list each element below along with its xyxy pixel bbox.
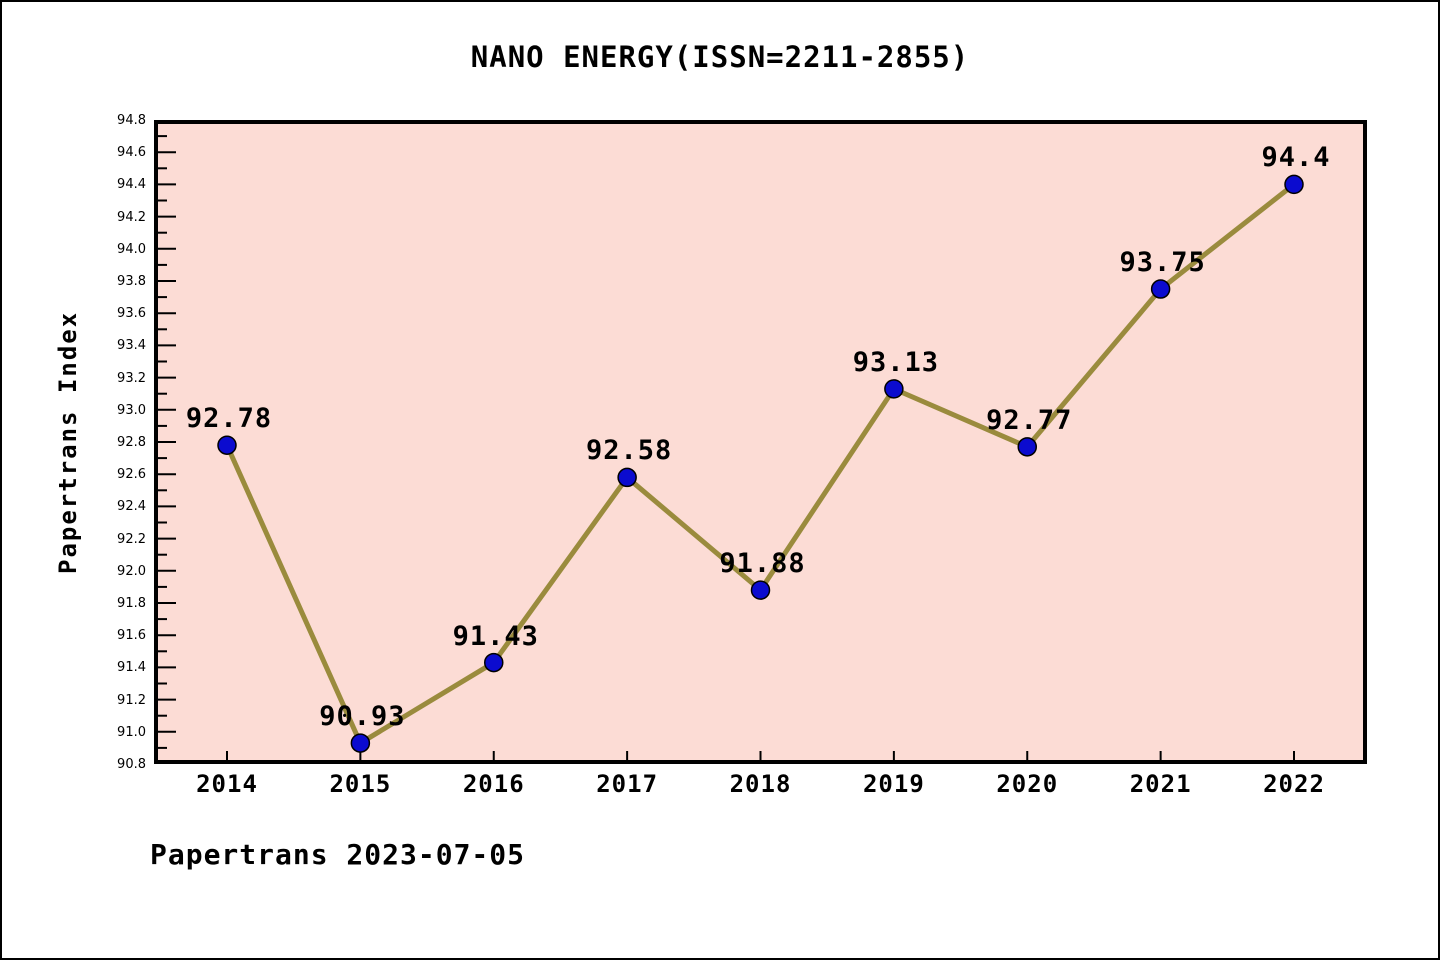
x-tick-label: 2014 [196, 770, 258, 798]
data-point-marker [1150, 279, 1171, 299]
data-point-value-label: 93.13 [852, 346, 940, 378]
y-tick-label: 94.2 [117, 209, 146, 225]
y-tick-label: 91.2 [117, 692, 146, 708]
y-tick-label: 93.8 [117, 274, 146, 289]
y-tick-label: 94.4 [117, 177, 146, 193]
data-point-marker [1284, 174, 1304, 195]
data-point-value-label: 92.58 [585, 435, 673, 467]
data-point-marker [484, 652, 504, 673]
data-point-value-label: 94.4 [1261, 142, 1331, 174]
y-tick-label: 93.6 [117, 306, 146, 322]
x-tick-label: 2015 [329, 770, 392, 798]
y-tick-label: 90.8 [117, 757, 146, 772]
y-tick-label: 91.8 [117, 596, 146, 611]
data-point-marker [617, 467, 637, 488]
x-tick-label: 2016 [462, 770, 525, 798]
data-point-marker [884, 379, 904, 399]
data-point-value-label: 92.78 [185, 403, 273, 435]
data-point-value-label: 93.75 [1119, 247, 1206, 279]
data-point-marker [1017, 437, 1037, 457]
plot-area [154, 120, 1367, 764]
x-tick-label: 2019 [862, 770, 925, 798]
data-point-value-label: 91.88 [719, 548, 806, 580]
data-point-value-label: 90.93 [319, 701, 406, 733]
data-point-value-label: 92.77 [986, 404, 1073, 436]
y-tick-label: 94.6 [117, 145, 146, 161]
y-tick-label: 93.4 [117, 338, 146, 354]
x-tick-label: 2021 [1129, 770, 1192, 798]
y-tick-label: 94.0 [117, 241, 146, 257]
x-tick-label: 2020 [996, 770, 1059, 798]
y-tick-label: 92.8 [117, 435, 146, 450]
y-tick-label: 92.0 [117, 563, 146, 579]
y-tick-label: 92.4 [117, 499, 146, 515]
y-tick-label: 91.0 [117, 724, 146, 740]
data-point-marker [217, 435, 237, 455]
plot-frame-border [154, 120, 1367, 764]
y-tick-label: 92.6 [117, 467, 146, 483]
y-tick-label: 93.0 [117, 402, 146, 418]
data-point-marker [350, 733, 371, 753]
y-tick-label: 93.2 [117, 370, 146, 386]
line-chart-svg [154, 120, 1367, 764]
y-tick-label: 94.8 [117, 113, 146, 128]
chart-title: NANO ENERGY(ISSN=2211-2855) [470, 40, 970, 74]
x-tick-label: 2022 [1263, 770, 1325, 798]
data-point-marker [750, 580, 771, 600]
data-point-value-label: 91.43 [452, 620, 539, 652]
y-tick-label: 91.6 [117, 628, 146, 644]
watermark-text: Papertrans 2023-07-05 [150, 838, 526, 871]
y-tick-label: 92.2 [117, 531, 146, 547]
x-tick-label: 2018 [729, 770, 792, 798]
x-tick-label: 2017 [596, 770, 659, 798]
y-tick-label: 91.4 [117, 660, 146, 676]
